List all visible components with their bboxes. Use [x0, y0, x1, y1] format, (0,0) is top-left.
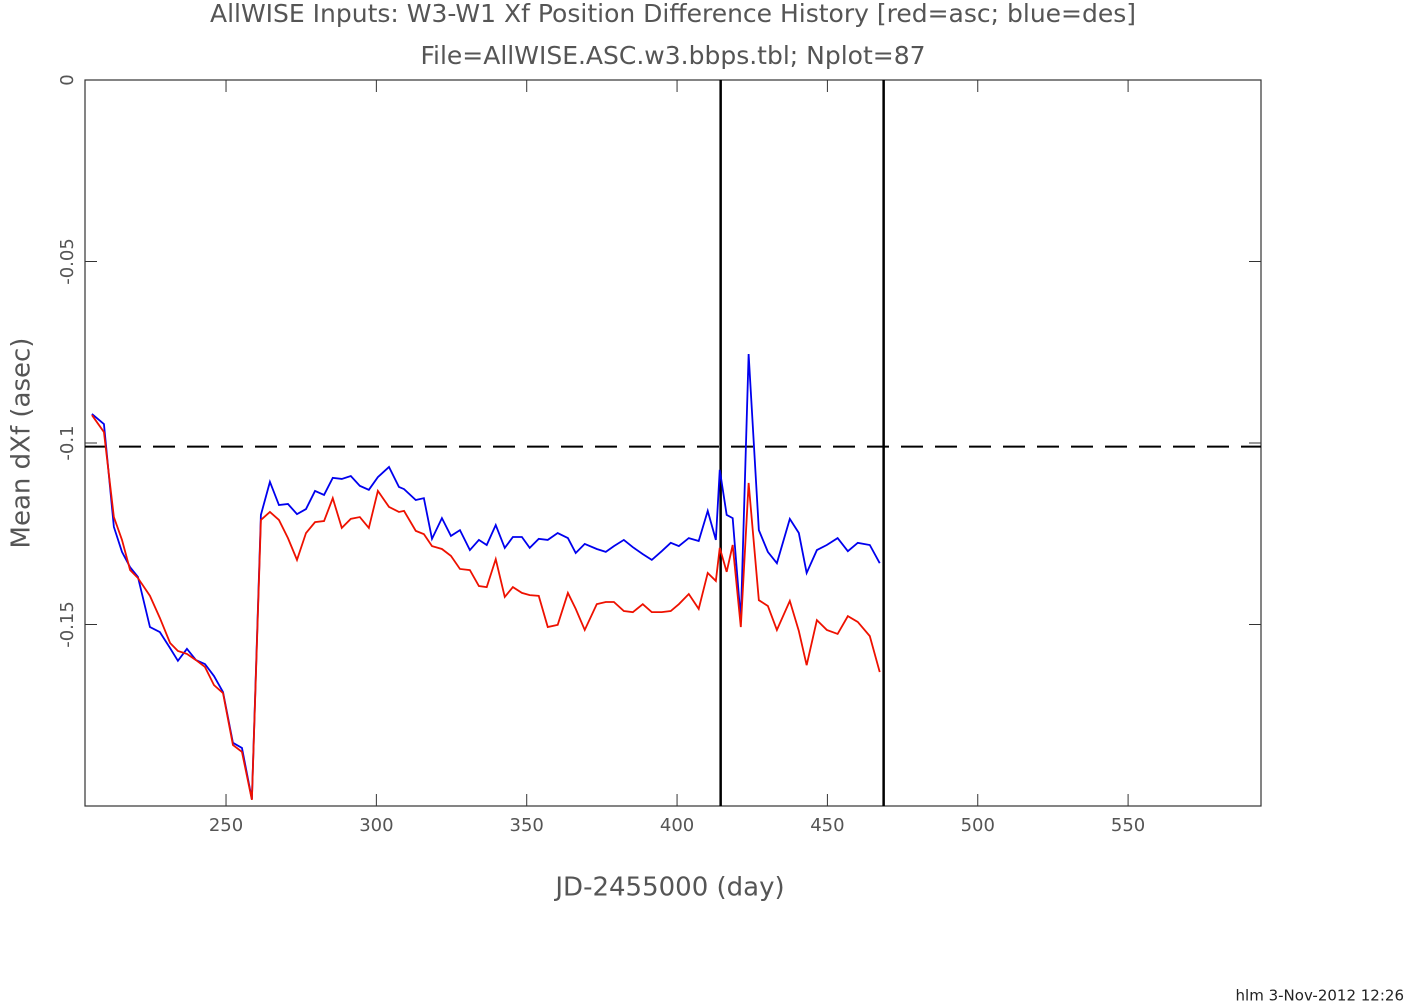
y-axis-label: Mean dXf (asec)	[7, 338, 37, 549]
x-tick-label: 300	[359, 815, 393, 836]
chart-subtitle: File=AllWISE.ASC.w3.bbps.tbl; Nplot=87	[420, 41, 925, 70]
y-tick-label: 0	[57, 74, 78, 85]
y-tick-label: -0.15	[57, 601, 78, 648]
x-tick-label: 450	[810, 815, 844, 836]
y-tick-label: -0.05	[57, 238, 78, 285]
data-line	[91, 414, 881, 801]
x-tick-label: 400	[660, 815, 694, 836]
chart-title: AllWISE Inputs: W3-W1 Xf Position Differ…	[210, 0, 1136, 28]
x-tick-label: 550	[1111, 815, 1145, 836]
x-axis-label: JD-2455000 (day)	[553, 873, 784, 903]
x-tick-label: 350	[510, 815, 544, 836]
y-tick-label: -0.1	[57, 425, 78, 460]
plot-frame	[84, 79, 1262, 807]
x-tick-label: 250	[209, 815, 243, 836]
footer: hlm 3-Nov-2012 12:26	[1236, 987, 1404, 1002]
x-tick-label: 500	[961, 815, 995, 836]
data-line	[91, 354, 881, 800]
